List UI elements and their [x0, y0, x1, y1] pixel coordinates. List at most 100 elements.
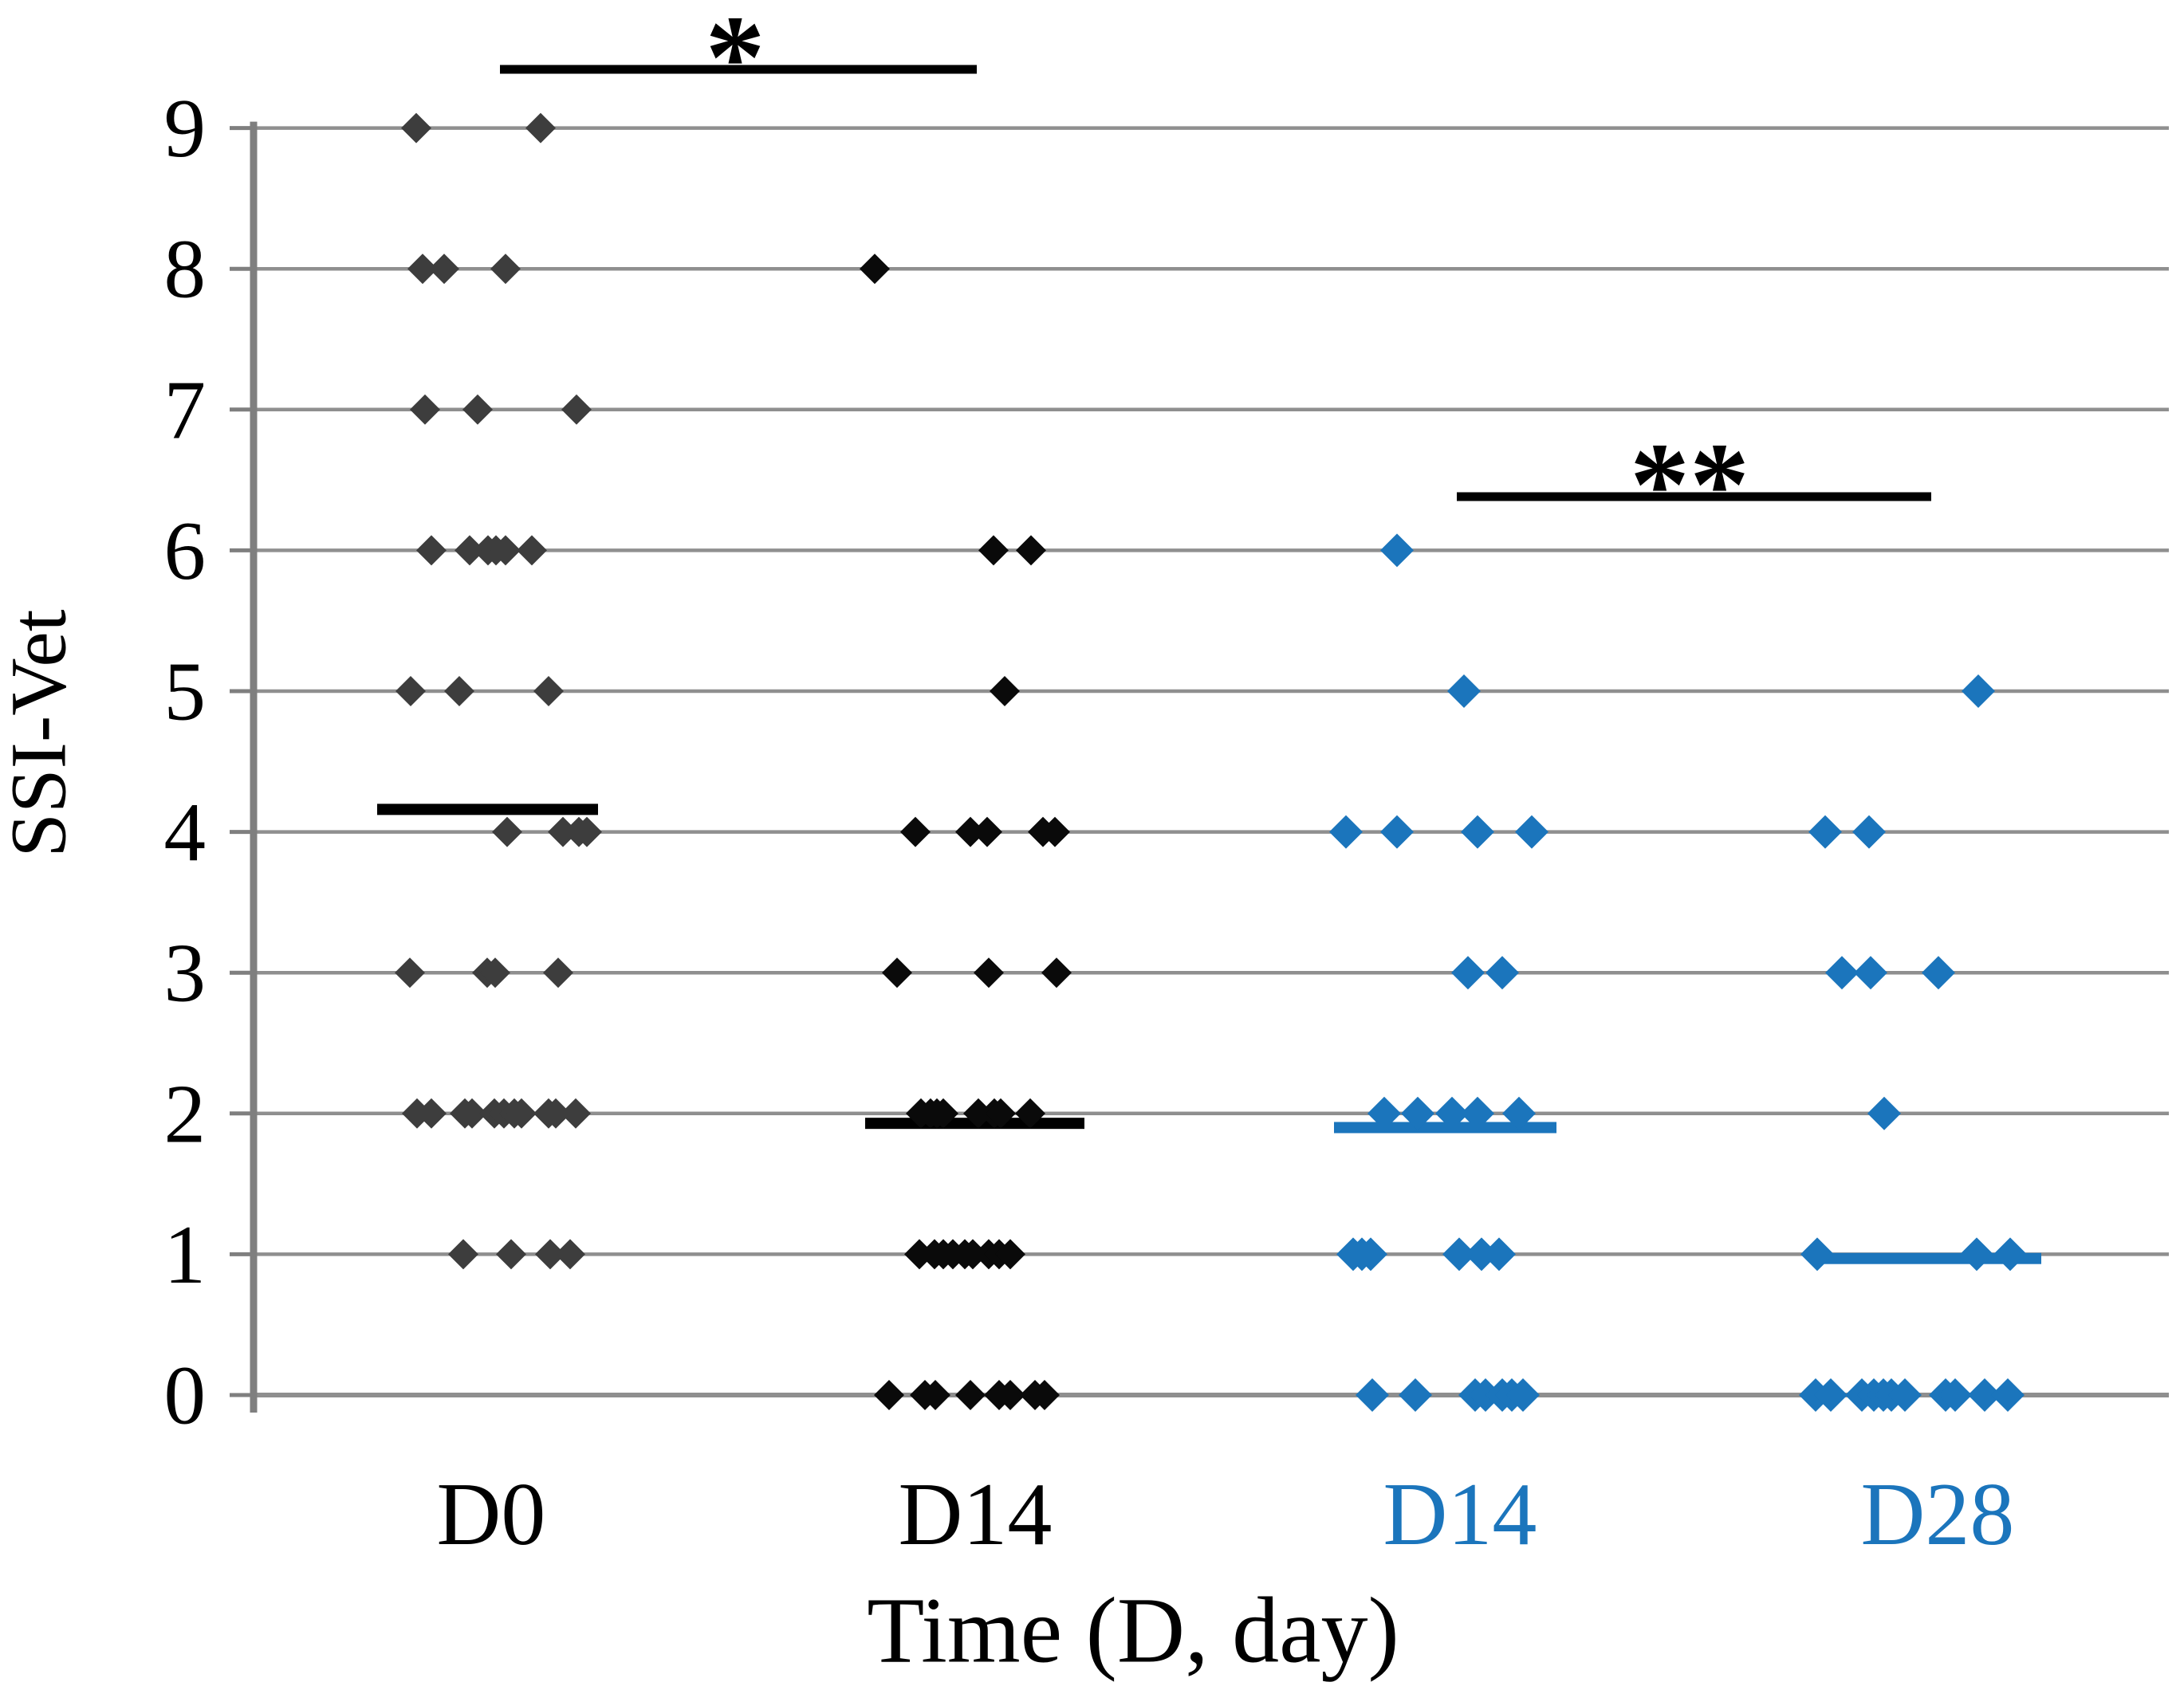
data-point	[1399, 1378, 1432, 1412]
data-point	[555, 1239, 585, 1270]
data-point	[517, 535, 547, 566]
data-point	[1888, 1378, 1922, 1412]
data-point	[455, 535, 485, 566]
data-point	[1451, 956, 1485, 990]
data-point	[457, 1098, 487, 1129]
data-point	[955, 816, 986, 847]
data-point	[972, 816, 1002, 847]
data-point	[395, 957, 425, 988]
data-point	[1329, 815, 1363, 849]
data-point	[1356, 1378, 1389, 1412]
data-point	[1465, 1237, 1498, 1271]
mean-bar-d0-0	[377, 804, 598, 815]
data-point	[448, 1239, 478, 1270]
data-point	[533, 676, 564, 706]
data-point	[1040, 816, 1070, 847]
data-point	[1854, 956, 1887, 990]
data-point	[995, 1380, 1025, 1410]
y-tick-label: 7	[164, 363, 207, 456]
data-point	[920, 1380, 950, 1410]
data-point	[490, 535, 521, 566]
data-point	[974, 957, 1004, 988]
x-axis-label-1: D14	[899, 1465, 1053, 1564]
data-point	[572, 816, 602, 847]
x-axis-label-0: D0	[437, 1465, 546, 1564]
data-point	[1962, 674, 1995, 708]
data-point	[1825, 956, 1859, 990]
data-point	[1960, 1237, 1993, 1271]
data-point	[1808, 815, 1842, 849]
data-point	[561, 394, 592, 425]
data-point	[401, 112, 431, 143]
data-point	[900, 816, 931, 847]
data-point	[1442, 1237, 1476, 1271]
y-axis-title: SSI-Vet	[0, 609, 83, 857]
data-point	[561, 1098, 591, 1129]
data-point	[963, 1098, 994, 1129]
data-point	[1041, 957, 1072, 988]
data-point	[1814, 1378, 1848, 1412]
data-point	[1502, 1096, 1536, 1130]
data-point	[1852, 815, 1886, 849]
y-tick-label: 4	[164, 785, 207, 878]
data-point	[1482, 1237, 1516, 1271]
data-point	[543, 957, 573, 988]
data-point	[407, 253, 438, 285]
data-point	[990, 676, 1020, 706]
data-point	[958, 1239, 988, 1270]
data-point	[480, 957, 510, 988]
data-point	[1506, 1378, 1540, 1412]
y-tick-label: 5	[164, 645, 207, 738]
data-point	[1367, 1096, 1401, 1130]
data-point	[1401, 1096, 1434, 1130]
data-point	[1515, 815, 1548, 849]
data-point	[1800, 1237, 1834, 1271]
data-point	[1867, 1096, 1901, 1130]
data-point	[928, 1098, 958, 1129]
y-tick-label: 9	[164, 81, 207, 175]
data-point	[1461, 815, 1494, 849]
data-point	[1380, 815, 1414, 849]
y-tick-label: 8	[164, 222, 207, 316]
data-point	[496, 1239, 526, 1270]
data-point	[492, 816, 522, 847]
data-point	[1015, 1098, 1045, 1129]
y-tick-label: 3	[164, 926, 207, 1020]
x-axis-title: Time (D, day)	[867, 1578, 1399, 1683]
significance-bar-1	[500, 65, 977, 74]
data-point	[410, 394, 440, 425]
data-point	[978, 535, 1009, 566]
y-tick-label: 2	[164, 1067, 207, 1160]
y-tick-label: 0	[164, 1349, 207, 1442]
data-point	[1380, 533, 1414, 568]
data-point	[995, 1239, 1025, 1270]
data-point	[1016, 535, 1046, 566]
y-tick-label: 6	[164, 504, 207, 597]
data-point	[541, 1098, 571, 1129]
data-point	[1968, 1378, 2001, 1412]
data-point	[1922, 956, 1955, 990]
data-point	[416, 1098, 447, 1129]
data-point	[444, 676, 474, 706]
data-point	[1486, 956, 1519, 990]
significance-label-1: *	[706, 0, 765, 124]
data-point	[429, 253, 459, 285]
data-point	[490, 253, 521, 285]
data-point	[525, 112, 556, 143]
data-point	[395, 676, 426, 706]
data-point	[1354, 1237, 1387, 1271]
data-point	[874, 1380, 904, 1410]
data-point	[1993, 1237, 2027, 1271]
data-point	[882, 957, 912, 988]
data-point	[416, 535, 447, 566]
data-point	[462, 394, 493, 425]
y-tick-label: 1	[164, 1208, 207, 1301]
data-point	[1447, 674, 1481, 708]
data-point	[548, 816, 578, 847]
data-point	[506, 1098, 537, 1129]
x-axis-label-2: D14	[1383, 1465, 1537, 1564]
data-point	[1938, 1378, 1972, 1412]
significance-bar-2	[1457, 492, 1931, 501]
